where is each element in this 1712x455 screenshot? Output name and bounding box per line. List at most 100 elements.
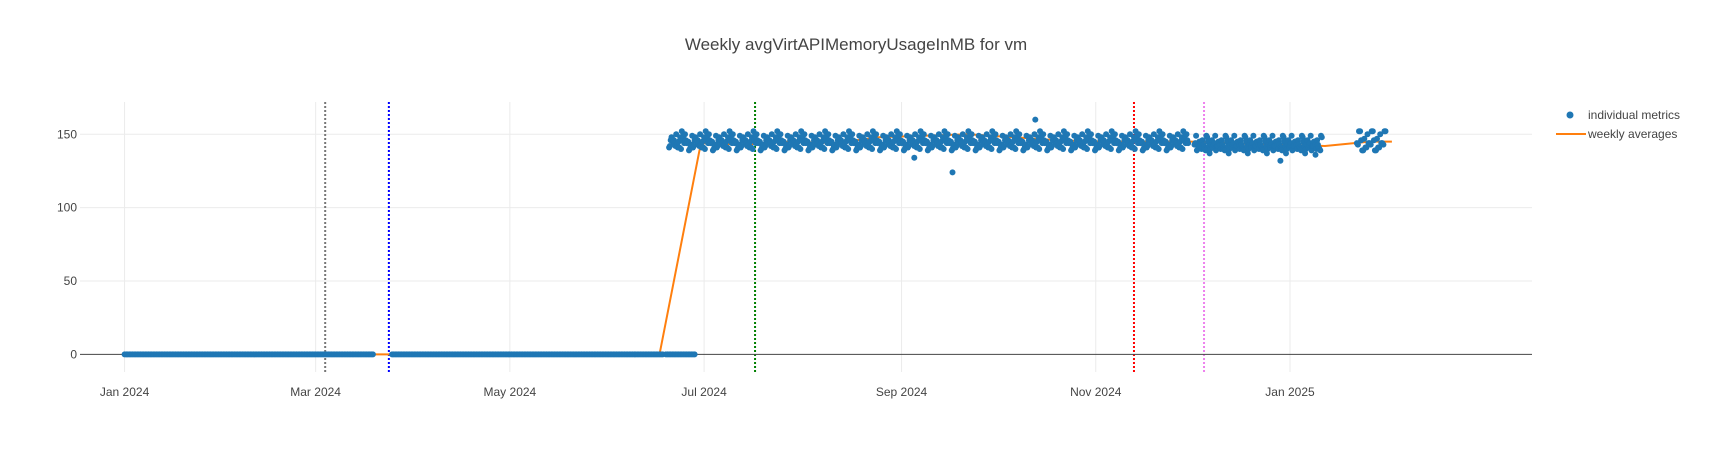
data-point — [666, 143, 673, 149]
data-point — [873, 131, 880, 138]
data-point — [911, 154, 918, 161]
data-point — [1382, 128, 1389, 135]
data-point — [968, 131, 975, 138]
data-point — [1131, 146, 1138, 152]
data-point — [825, 131, 832, 138]
data-point — [893, 146, 899, 152]
y-axis: 0 50 100 150 — [57, 127, 77, 361]
individual-metrics-layer — [121, 116, 1389, 358]
data-point — [738, 143, 745, 149]
data-point — [701, 146, 708, 152]
data-point — [869, 146, 876, 152]
data-point — [801, 131, 808, 138]
data-point — [1364, 131, 1371, 138]
legend-label-individual-metrics: individual metrics — [1588, 108, 1680, 122]
data-point — [896, 131, 903, 138]
data-point — [1096, 143, 1103, 149]
data-point — [920, 131, 927, 138]
data-point — [929, 143, 936, 149]
data-point — [1318, 134, 1325, 141]
x-tick-label: Jul 2024 — [681, 385, 727, 399]
data-point — [690, 143, 697, 149]
x-tick-label: May 2024 — [484, 385, 537, 399]
data-point — [905, 143, 912, 149]
data-point — [1212, 132, 1219, 139]
data-point — [729, 131, 736, 138]
data-point — [1361, 135, 1368, 142]
data-point — [1016, 131, 1023, 138]
data-point — [777, 131, 784, 138]
data-point — [1049, 143, 1055, 149]
data-point — [1060, 146, 1067, 152]
y-tick-label: 50 — [64, 274, 78, 288]
data-point — [1380, 141, 1387, 148]
data-point — [964, 146, 971, 152]
data-point — [1357, 128, 1364, 135]
data-point — [786, 143, 793, 149]
data-point — [1288, 132, 1295, 139]
data-point — [1036, 146, 1043, 152]
data-point — [1064, 131, 1071, 138]
data-point — [821, 146, 828, 152]
data-point — [773, 146, 780, 152]
data-point — [1312, 151, 1319, 158]
data-point — [1369, 128, 1376, 135]
data-point — [1107, 146, 1114, 152]
data-point — [1193, 132, 1200, 139]
data-point — [1269, 132, 1276, 139]
data-point — [949, 169, 956, 176]
data-point — [691, 351, 698, 358]
data-point — [834, 143, 840, 149]
data-point — [705, 131, 712, 138]
data-point — [1317, 147, 1324, 154]
data-point — [916, 146, 923, 152]
data-point — [1277, 157, 1284, 164]
data-point — [1183, 131, 1190, 138]
data-point — [1307, 132, 1314, 139]
data-point — [1374, 135, 1380, 142]
data-point — [1179, 146, 1186, 152]
data-point — [1144, 143, 1151, 149]
data-point — [1040, 131, 1047, 138]
x-axis: Jan 2024 Mar 2024 May 2024 Jul 2024 Sep 2024… — [100, 385, 1315, 399]
legend-label-weekly-averages: weekly averages — [1587, 127, 1677, 141]
x-tick-label: Sep 2024 — [876, 385, 928, 399]
data-point — [1072, 143, 1079, 149]
weekly-averages-layer — [124, 133, 1392, 356]
data-point — [849, 131, 856, 138]
data-point — [1377, 131, 1384, 138]
data-point — [1032, 116, 1039, 123]
data-point — [857, 143, 864, 149]
x-tick-label: Jan 2025 — [1265, 385, 1315, 399]
data-point — [940, 146, 947, 152]
data-point — [1111, 131, 1118, 138]
data-point — [369, 351, 376, 358]
data-point — [992, 131, 999, 138]
data-point — [881, 143, 888, 149]
y-tick-label: 100 — [57, 201, 77, 215]
data-point — [1012, 146, 1019, 152]
data-point — [1159, 131, 1166, 138]
data-point — [725, 146, 732, 152]
legend[interactable]: individual metrics weekly averages — [1556, 108, 1680, 141]
data-point — [749, 146, 756, 152]
data-point — [1001, 143, 1008, 149]
data-point — [762, 143, 769, 149]
data-point — [1256, 137, 1263, 144]
data-point — [810, 143, 817, 149]
data-point — [1120, 143, 1127, 149]
data-point — [753, 131, 760, 138]
data-point — [988, 146, 995, 152]
data-point — [1354, 141, 1361, 148]
data-point — [845, 146, 852, 152]
data-point — [797, 146, 804, 152]
data-point — [1367, 141, 1374, 148]
data-point — [714, 143, 721, 149]
data-point — [1168, 143, 1175, 149]
data-point — [1155, 146, 1162, 152]
x-tick-label: Nov 2024 — [1070, 385, 1122, 399]
data-point — [682, 131, 688, 138]
data-point — [1185, 140, 1192, 147]
chart-title: Weekly avgVirtAPIMemoryUsageInMB for vm — [685, 35, 1027, 54]
